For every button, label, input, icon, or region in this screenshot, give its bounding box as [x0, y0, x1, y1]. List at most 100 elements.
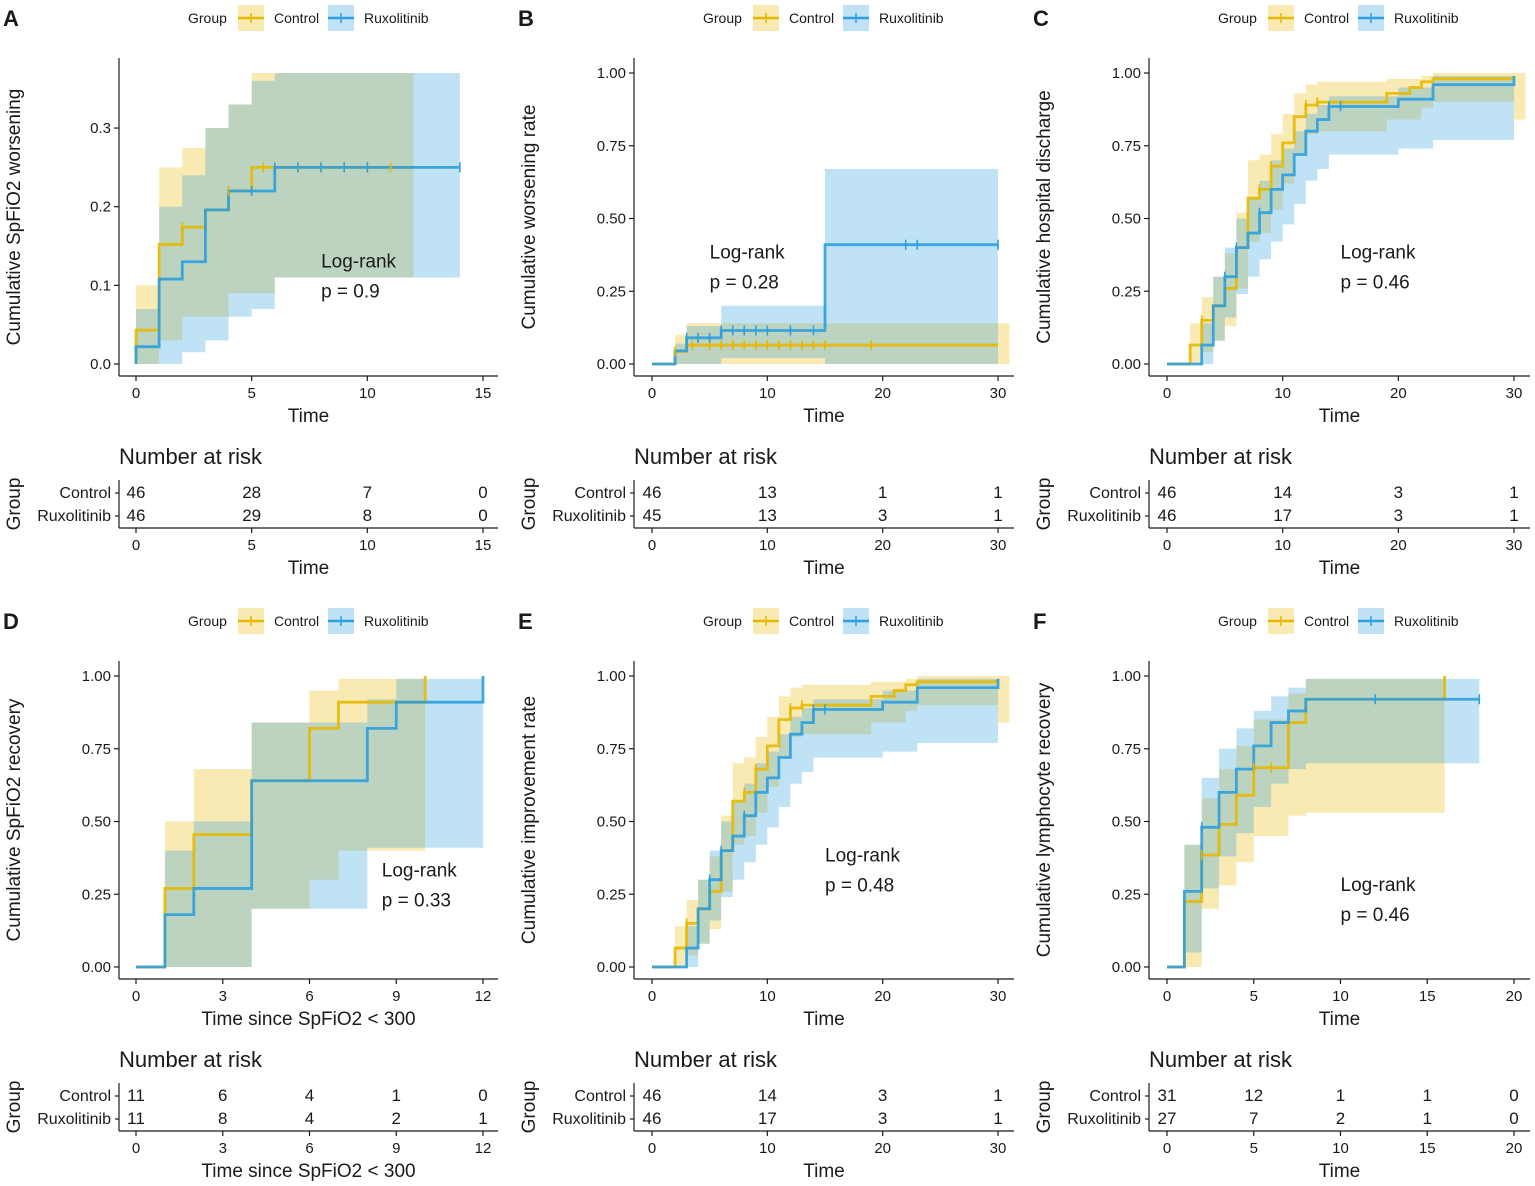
risk-count: 8 — [363, 506, 372, 525]
logrank-pvalue: p = 0.33 — [382, 890, 451, 911]
x-axis-title: Time — [803, 406, 845, 427]
ci-band-control — [1167, 678, 1445, 967]
legend-entry-control: Control — [789, 613, 834, 629]
panel-label: E — [518, 609, 533, 634]
y-tick-label: 0.25 — [1112, 283, 1141, 300]
risk-count: 28 — [242, 483, 261, 502]
x-tick-label: 10 — [1332, 988, 1349, 1005]
risk-row-label-control: Control — [574, 1088, 626, 1105]
logrank-pvalue: p = 0.46 — [1341, 273, 1410, 294]
risk-x-tick-label: 10 — [759, 1140, 776, 1157]
y-axis-title: Cumulative SpFiO2 recovery — [4, 698, 25, 941]
risk-count: 1 — [878, 483, 887, 502]
axes: 0.00 0.25 0.50 0.75 1.00 0 5 10 15 20 Time Cumulati… — [1034, 661, 1530, 1030]
y-tick-label: 0.50 — [82, 814, 111, 831]
risk-count: 45 — [643, 506, 662, 525]
risk-table-title: Number at risk — [634, 444, 778, 469]
risk-count: 46 — [127, 506, 146, 525]
x-tick-label: 0 — [1163, 988, 1171, 1005]
risk-x-tick-label: 9 — [392, 1140, 400, 1157]
risk-table: Number at risk Group Control 46 28 7 0 Ruxoliti… — [4, 444, 498, 579]
risk-group-axis-title: Group — [519, 478, 540, 531]
legend-entry-ruxolitinib: Ruxolitinib — [879, 613, 944, 629]
risk-x-tick-label: 5 — [1250, 1140, 1258, 1157]
risk-row-label-ruxolitinib: Ruxolitinib — [552, 508, 626, 525]
legend-entry-ruxolitinib: Ruxolitinib — [364, 613, 429, 629]
legend-entry-ruxolitinib: Ruxolitinib — [1394, 10, 1459, 26]
risk-count: 17 — [1273, 506, 1292, 525]
legend-title: Group — [1218, 613, 1257, 629]
panel-C: C Group Control Ruxolitinib 0.00 0.25 0.50 0.75… — [1033, 5, 1530, 579]
y-tick-label: 1.00 — [597, 65, 626, 82]
risk-count: 2 — [392, 1109, 401, 1128]
km-curve-ruxolitinib — [1167, 75, 1516, 366]
risk-group-axis-title: Group — [1034, 1081, 1055, 1134]
risk-count: 0 — [478, 1086, 487, 1105]
risk-count: 46 — [127, 483, 146, 502]
risk-count: 11 — [127, 1086, 145, 1105]
risk-count: 6 — [218, 1086, 227, 1105]
x-axis-title: Time since SpFiO2 < 300 — [201, 1009, 415, 1030]
risk-count: 1 — [1509, 506, 1518, 525]
legend-entry-control: Control — [274, 613, 319, 629]
risk-x-tick-label: 0 — [1163, 537, 1171, 554]
y-tick-label: 0.00 — [82, 959, 111, 976]
risk-x-tick-label: 10 — [359, 537, 376, 554]
legend: Group Control Ruxolitinib — [703, 608, 944, 634]
y-tick-label: 0.50 — [597, 211, 626, 228]
y-tick-label: 0.75 — [82, 741, 111, 758]
x-tick-label: 5 — [247, 385, 255, 402]
risk-row-label-control: Control — [59, 1088, 111, 1105]
y-tick-label: 0.25 — [82, 886, 111, 903]
risk-x-axis-title: Time — [803, 558, 845, 579]
y-tick-label: 0.50 — [1112, 814, 1141, 831]
risk-x-tick-label: 6 — [305, 1140, 313, 1157]
risk-group-axis-title: Group — [4, 478, 25, 531]
risk-x-tick-label: 10 — [1332, 1140, 1349, 1157]
x-tick-label: 20 — [874, 988, 891, 1005]
panel-A: A Group Control Ruxolitinib 0.0 0.1 0.2 0.3 0 5 10… — [3, 5, 498, 579]
panel-label: B — [518, 6, 534, 31]
risk-count: 3 — [878, 1086, 887, 1105]
legend-entry-ruxolitinib: Ruxolitinib — [364, 10, 429, 26]
legend-entry-control: Control — [789, 10, 834, 26]
panel-E: E Group Control Ruxolitinib 0.00 0.25 0.50 0.75… — [518, 608, 1014, 1182]
x-tick-label: 30 — [1506, 385, 1523, 402]
risk-x-tick-label: 10 — [1274, 537, 1291, 554]
x-tick-label: 9 — [392, 988, 400, 1005]
legend: Group Control Ruxolitinib — [188, 5, 429, 31]
risk-x-tick-label: 15 — [1419, 1140, 1436, 1157]
x-tick-label: 20 — [1390, 385, 1407, 402]
x-axis-title: Time — [288, 406, 330, 427]
risk-x-tick-label: 30 — [990, 537, 1007, 554]
x-tick-label: 12 — [475, 988, 492, 1005]
y-tick-label: 0.3 — [90, 120, 111, 137]
logrank-label: Log-rank — [710, 243, 785, 264]
risk-table: Number at risk Group Control 46 14 3 1 Ruxoliti… — [519, 1047, 1014, 1182]
ci-band-control — [136, 73, 414, 364]
y-tick-label: 0.75 — [1112, 138, 1141, 155]
risk-x-axis-title: Time — [803, 1161, 845, 1182]
risk-count: 0 — [1509, 1086, 1518, 1105]
risk-group-axis-title: Group — [1034, 478, 1055, 531]
risk-count: 46 — [1158, 483, 1177, 502]
risk-count: 0 — [478, 483, 487, 502]
logrank-label: Log-rank — [382, 860, 457, 881]
risk-table-title: Number at risk — [1149, 444, 1293, 469]
x-tick-label: 10 — [759, 988, 776, 1005]
risk-count: 3 — [1394, 506, 1403, 525]
risk-x-axis-title: Time since SpFiO2 < 300 — [201, 1161, 415, 1182]
y-tick-label: 0.2 — [90, 199, 111, 216]
risk-count: 1 — [993, 1109, 1002, 1128]
x-tick-label: 5 — [1250, 988, 1258, 1005]
panel-label: D — [3, 609, 19, 634]
risk-count: 12 — [1244, 1086, 1263, 1105]
x-tick-label: 15 — [475, 385, 492, 402]
legend-entry-control: Control — [1304, 613, 1349, 629]
x-tick-label: 3 — [219, 988, 227, 1005]
legend-title: Group — [188, 613, 227, 629]
y-axis-title: Cumulative hospital discharge — [1034, 90, 1055, 343]
risk-count: 1 — [1423, 1109, 1432, 1128]
risk-count: 7 — [1249, 1109, 1258, 1128]
risk-count: 4 — [305, 1086, 314, 1105]
